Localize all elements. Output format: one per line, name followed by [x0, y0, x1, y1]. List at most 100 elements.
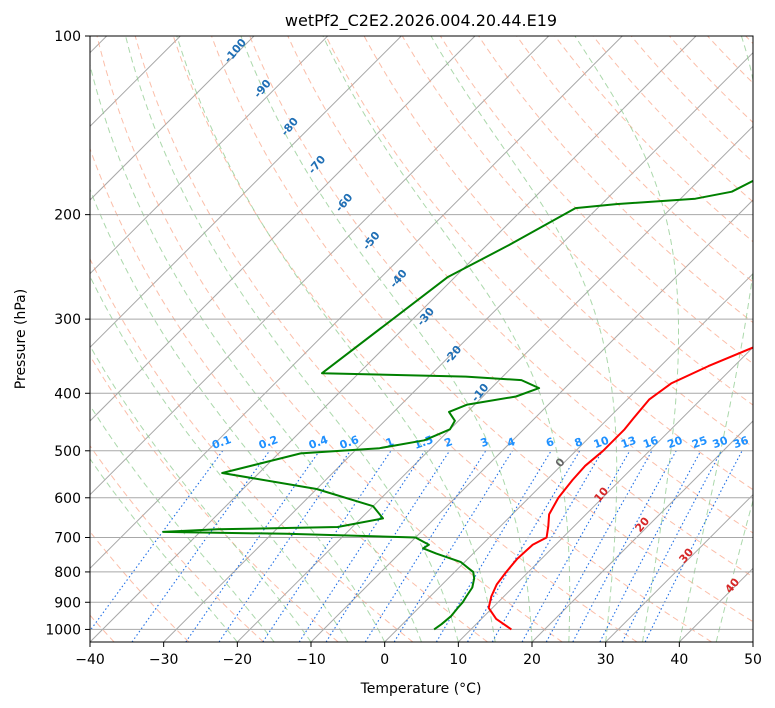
mixing-ratio-line: [491, 450, 603, 642]
dry-adiabat-line: [325, 36, 753, 491]
moist-adiabat-line: [90, 457, 238, 642]
dry-adiabat-line: [90, 257, 414, 642]
moist-adiabat-line: [90, 62, 422, 642]
mixing-ratio-label: 25: [690, 434, 709, 451]
mixing-ratio-line: [90, 450, 224, 632]
mixing-ratio-label: 2: [443, 435, 455, 450]
isotherm-line: [236, 125, 753, 642]
mixing-ratio-label: 13: [619, 434, 638, 451]
dewpoint-line: [162, 179, 753, 631]
moist-adiabat-line: [322, 36, 571, 642]
isotherm-line: [90, 36, 402, 349]
x-tick-label: 30: [597, 652, 615, 668]
mixing-ratio-label: 3: [479, 435, 491, 450]
moist-adiabat-label: 20: [632, 514, 652, 534]
moist-adiabat-lines: [90, 36, 753, 642]
moist-adiabat-line: [176, 36, 496, 642]
mixing-ratio-line: [572, 450, 677, 642]
dry-adiabat-line: [554, 36, 753, 243]
y-tick-label: 700: [54, 531, 81, 547]
dry-adiabat-line: [516, 36, 753, 283]
plot-area: -100-90-80-70-60-50-40-30-20-100.1 0.2 0.4…: [0, 36, 753, 642]
ice-curve-line: [0, 36, 70, 642]
dry-adiabat-line: [211, 36, 753, 623]
isotherm-line: [90, 36, 255, 201]
isotherm-line: [605, 493, 753, 642]
moist-adiabat-line: [240, 36, 533, 642]
dry-adiabat-line: [401, 36, 753, 406]
mixing-ratio-line: [131, 450, 271, 642]
y-tick-label: 500: [54, 444, 81, 460]
moist-adiabat-line: [125, 36, 459, 642]
dry-adiabat-line: [134, 36, 638, 642]
dry-adiabat-label: -30: [414, 305, 437, 329]
y-tick-label: 200: [54, 208, 81, 224]
chart-title: wetPf2_C2E2.2026.004.20.44.E19: [285, 11, 557, 31]
y-tick-label: 600: [54, 491, 81, 507]
dry-adiabat-line: [478, 36, 753, 324]
x-tick-label: −20: [223, 652, 253, 668]
dry-adiabat-line: [90, 147, 488, 642]
x-axis: −40 −30 −20 −10 0 10 20 30 40 50: [75, 642, 762, 668]
moist-adiabat-line: [90, 188, 386, 642]
isotherm-line: [310, 199, 753, 642]
mixing-ratio-label: 36: [732, 434, 751, 452]
mixing-ratio-label: 20: [666, 434, 685, 452]
x-tick-label: −30: [149, 652, 179, 668]
moist-adiabat-line: [715, 498, 753, 642]
isotherm-line: [90, 36, 697, 642]
moist-adiabat-label: 30: [676, 545, 696, 565]
moist-adiabat-line: [90, 275, 349, 642]
y-tick-label: 900: [54, 595, 81, 611]
mixing-ratio-line: [393, 450, 513, 642]
moist-adiabat-line: [430, 36, 618, 642]
moist-adiabat-line: [574, 36, 679, 642]
mixing-ratio-line: [262, 450, 392, 642]
dry-adiabat-label: -40: [387, 267, 410, 291]
y-tick-label: 100: [54, 29, 81, 45]
mixing-ratio-label: 0.2: [257, 433, 280, 452]
mixing-ratio-label: 1: [384, 435, 396, 450]
temperature-line: [487, 346, 753, 631]
isotherm-line: [90, 36, 550, 496]
mixing-ratio-label: 0.4: [307, 433, 330, 452]
dry-adiabat-line: [96, 36, 563, 642]
mixing-ratio-line: [185, 450, 321, 642]
mixing-ratio-label: 8: [573, 435, 585, 450]
x-tick-label: 0: [380, 652, 389, 668]
dry-adiabat-line: [249, 36, 753, 578]
mixing-ratio-label: 30: [711, 434, 730, 452]
plot-frame: [89, 35, 754, 643]
mixing-ratio-line: [325, 450, 451, 642]
isotherm-lines: [90, 36, 753, 642]
dry-adiabat-line: [90, 444, 264, 642]
dry-adiabat-line: [439, 36, 753, 365]
mixing-ratio-label: 10: [592, 434, 611, 452]
isotherm-line: [678, 567, 753, 642]
dry-adiabat-line: [172, 36, 712, 642]
isotherm-line: [531, 420, 753, 642]
isotherm-line: [752, 641, 753, 642]
dry-adiabat-label: -20: [442, 343, 465, 367]
y-tick-label: 800: [54, 565, 81, 581]
mixing-ratio-label: 16: [641, 434, 660, 452]
x-tick-label: −40: [75, 652, 105, 668]
isotherm-line: [163, 51, 753, 642]
moist-adiabat-line: [90, 344, 312, 642]
dry-adiabat-label: -100: [221, 36, 249, 66]
isotherm-line: [90, 36, 476, 422]
y-tick-label: 400: [54, 386, 81, 402]
isotherm-line: [90, 36, 329, 275]
moist-adiabat-line: [678, 36, 753, 642]
x-tick-label: 40: [670, 652, 688, 668]
dry-adiabat-line: [363, 36, 753, 448]
dry-adiabat-label: -70: [306, 153, 329, 177]
line-labels: -100-90-80-70-60-50-40-30-20-100.1 0.2 0.4…: [210, 36, 750, 596]
dry-adiabat-line: [592, 36, 753, 203]
mixing-ratio-line: [467, 450, 581, 642]
y-axis-title: Pressure (hPa): [13, 289, 29, 389]
isotherm-line: [90, 36, 623, 570]
y-tick-label: 1000: [45, 622, 81, 638]
x-tick-label: −10: [296, 652, 326, 668]
